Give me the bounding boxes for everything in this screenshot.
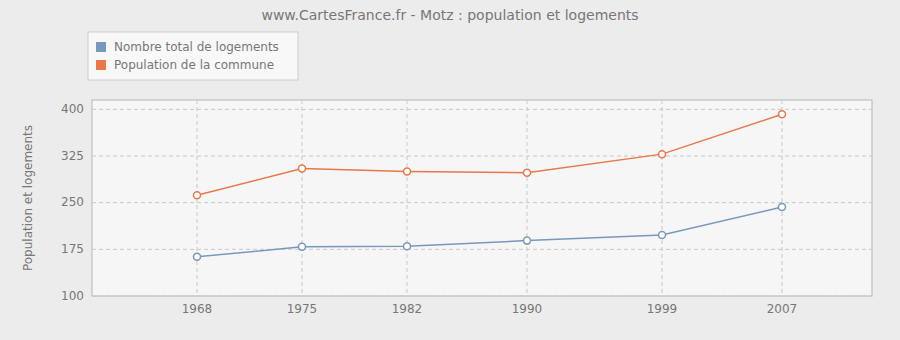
- data-point: [524, 237, 531, 244]
- legend: Nombre total de logements Population de l…: [88, 32, 298, 80]
- series-line: [197, 207, 782, 257]
- x-grid-line: [302, 100, 303, 296]
- data-point: [299, 243, 306, 250]
- y-grid-line: [92, 249, 872, 250]
- data-point: [524, 169, 531, 176]
- chart-container: 100 175 250 325 400 1968 1975 1982 1990 1999 2007 P…: [0, 0, 900, 340]
- x-tick-label: 1975: [287, 302, 318, 316]
- axes: 100 175 250 325 400 1968 1975 1982 1990 1999 2007: [61, 102, 797, 316]
- data-point: [659, 151, 666, 158]
- x-tick-label: 1982: [392, 302, 423, 316]
- plot-area: [92, 100, 872, 296]
- y-axis-label: Population et logements: [21, 125, 35, 271]
- background: [0, 0, 900, 340]
- x-tick-label: 1968: [182, 302, 213, 316]
- legend-label: Nombre total de logements: [114, 40, 279, 54]
- y-grid-line: [92, 109, 872, 110]
- data-point: [404, 243, 411, 250]
- y-tick-label: 325: [61, 149, 84, 163]
- grid: [92, 100, 872, 296]
- x-tick-label: 2007: [767, 302, 798, 316]
- y-tick-label: 100: [61, 289, 84, 303]
- x-grid-line: [527, 100, 528, 296]
- legend-box: [88, 32, 298, 80]
- legend-label: Population de la commune: [114, 58, 274, 72]
- x-tick-label: 1999: [647, 302, 678, 316]
- data-point: [779, 204, 786, 211]
- chart-title: www.CartesFrance.fr - Motz : population …: [261, 7, 638, 23]
- data-point: [659, 232, 666, 239]
- x-tick-label: 1990: [512, 302, 543, 316]
- y-tick-label: 175: [61, 242, 84, 256]
- y-tick-label: 250: [61, 195, 84, 209]
- legend-swatch: [96, 42, 106, 52]
- x-grid-line: [407, 100, 408, 296]
- y-tick-label: 400: [61, 102, 84, 116]
- legend-swatch: [96, 60, 106, 70]
- x-grid-line: [662, 100, 663, 296]
- series-line: [197, 114, 782, 195]
- data-point: [779, 111, 786, 118]
- series-group: [194, 111, 786, 260]
- data-point: [194, 192, 201, 199]
- y-grid-line: [92, 202, 872, 203]
- y-grid-line: [92, 296, 872, 297]
- data-point: [194, 253, 201, 260]
- x-grid-line: [782, 100, 783, 296]
- data-point: [404, 168, 411, 175]
- y-grid-line: [92, 156, 872, 157]
- data-point: [299, 165, 306, 172]
- chart-svg: 100 175 250 325 400 1968 1975 1982 1990 1999 2007 P…: [0, 0, 900, 340]
